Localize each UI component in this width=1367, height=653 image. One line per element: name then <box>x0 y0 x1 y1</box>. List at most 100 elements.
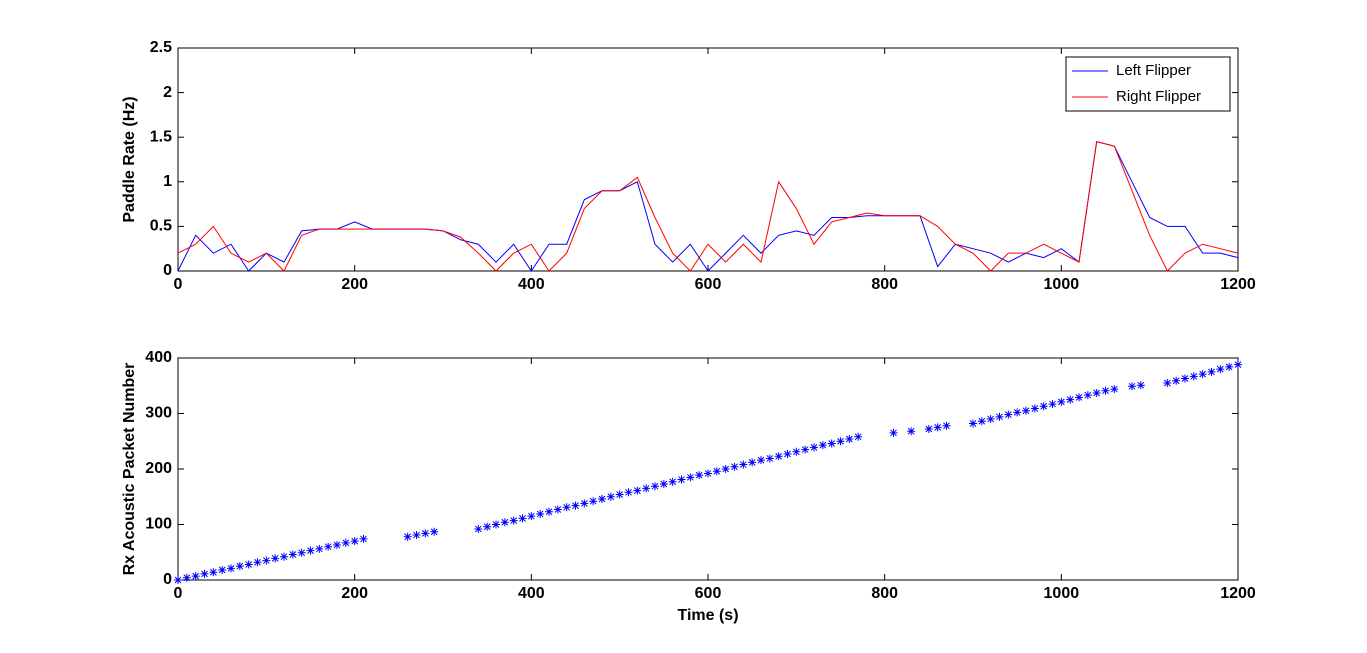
scatter-point <box>995 412 1004 421</box>
y-tick-label: 100 <box>145 516 172 533</box>
scatter-point <box>1013 408 1022 417</box>
y-tick-label: 0 <box>163 262 172 279</box>
scatter-point <box>1181 374 1189 383</box>
scatter-point <box>924 425 933 434</box>
scatter-point <box>942 421 951 430</box>
scatter-point <box>1083 391 1092 400</box>
scatter-point <box>907 427 916 436</box>
scatter-point <box>1048 400 1057 409</box>
y-tick-label: 300 <box>145 405 172 422</box>
scatter-point <box>1030 404 1039 413</box>
axes-box <box>177 47 1239 272</box>
y-tick-label: 0.5 <box>150 218 172 235</box>
scatter-point <box>933 423 942 432</box>
scatter-point <box>889 428 898 437</box>
scatter-point <box>174 576 182 584</box>
scatter-point <box>227 564 235 573</box>
scatter-point <box>818 441 827 450</box>
scatter-point <box>500 518 509 527</box>
scatter-point <box>739 460 748 469</box>
scatter-point <box>253 558 262 567</box>
scatter-point <box>553 505 562 514</box>
scatter-point <box>580 499 589 508</box>
scatter-point <box>677 475 686 484</box>
scatter-point <box>845 435 854 444</box>
scatter-point <box>1110 385 1119 394</box>
scatter-point <box>765 454 774 463</box>
x-tick-label: 400 <box>518 276 545 293</box>
x-tick-label: 600 <box>695 276 722 293</box>
scatter-point <box>262 556 271 565</box>
scatter-point <box>695 471 704 480</box>
scatter-point <box>182 573 191 582</box>
scatter-point <box>606 492 615 501</box>
scatter-point <box>280 552 288 561</box>
y-tick-label: 2.5 <box>150 39 172 56</box>
scatter-point <box>518 514 527 523</box>
scatter-point <box>403 532 412 541</box>
scatter-point <box>598 494 606 503</box>
scatter-point <box>1198 370 1207 379</box>
line-series <box>177 141 1239 272</box>
x-tick-label: 800 <box>871 276 898 293</box>
scatter-point <box>748 458 757 467</box>
x-tick-label: 600 <box>695 585 722 602</box>
legend-label: Right Flipper <box>1116 88 1201 105</box>
scatter-point <box>827 439 836 448</box>
scatter-point <box>1216 365 1225 374</box>
y-tick-label: 2 <box>163 84 172 101</box>
x-tick-label: 400 <box>518 585 545 602</box>
line-series <box>177 141 1239 272</box>
scatter-point <box>1004 410 1013 419</box>
x-tick-label: 200 <box>341 585 368 602</box>
scatter-point <box>359 534 368 543</box>
x-tick-label: 0 <box>174 276 183 293</box>
scatter-point <box>306 546 315 555</box>
scatter-point <box>854 432 863 441</box>
scatter-point <box>209 568 218 577</box>
scatter-point <box>430 527 439 536</box>
x-tick-label: 200 <box>341 276 368 293</box>
scatter-point <box>642 484 651 493</box>
subplot: 0 200 400 600 800 1000 1200 0 100 200 300 400 Rx Aco… <box>121 349 1256 624</box>
subplot: 0 200 400 600 800 1000 1200 0 0.5 1 1.5 2 2.5 Paddle … <box>121 39 1256 293</box>
scatter-point <box>774 452 783 461</box>
y-tick-label: 1.5 <box>150 128 172 145</box>
scatter-point <box>412 531 421 540</box>
scatter-point <box>730 462 739 471</box>
scatter-point <box>1022 406 1030 415</box>
scatter-point <box>200 569 209 578</box>
scatter-point <box>1066 395 1075 404</box>
y-tick-label: 1 <box>163 173 172 190</box>
y-tick-label: 200 <box>145 460 172 477</box>
scatter-point <box>1128 382 1136 391</box>
scatter-point <box>509 516 518 525</box>
scatter-point <box>589 497 598 506</box>
scatter-point <box>235 562 244 571</box>
scatter-point <box>474 524 483 533</box>
scatter-point <box>341 538 350 547</box>
legend: Left Flipper Right Flipper <box>1065 56 1231 112</box>
y-axis-label: Paddle Rate (Hz) <box>121 96 138 222</box>
scatter-point <box>350 537 359 546</box>
scatter-point <box>492 520 500 529</box>
scatter-point <box>704 469 712 478</box>
y-tick-label: 0 <box>163 571 172 588</box>
scatter-point <box>1075 393 1083 402</box>
scatter-point <box>191 572 200 581</box>
y-tick-label: 400 <box>145 349 172 366</box>
scatter-point <box>571 501 580 510</box>
scatter-point <box>324 542 333 551</box>
scatter-point <box>1225 362 1234 371</box>
scatter-point <box>792 447 801 456</box>
scatter-point <box>1207 367 1216 376</box>
scatter-point <box>218 566 227 575</box>
scatter-point <box>659 479 668 488</box>
scatter-point <box>633 486 642 495</box>
scatter-point <box>1092 388 1101 397</box>
scatter-point <box>783 450 792 459</box>
x-tick-label: 1000 <box>1044 585 1080 602</box>
scatter-point <box>615 490 624 499</box>
scatter-point <box>1039 402 1048 411</box>
